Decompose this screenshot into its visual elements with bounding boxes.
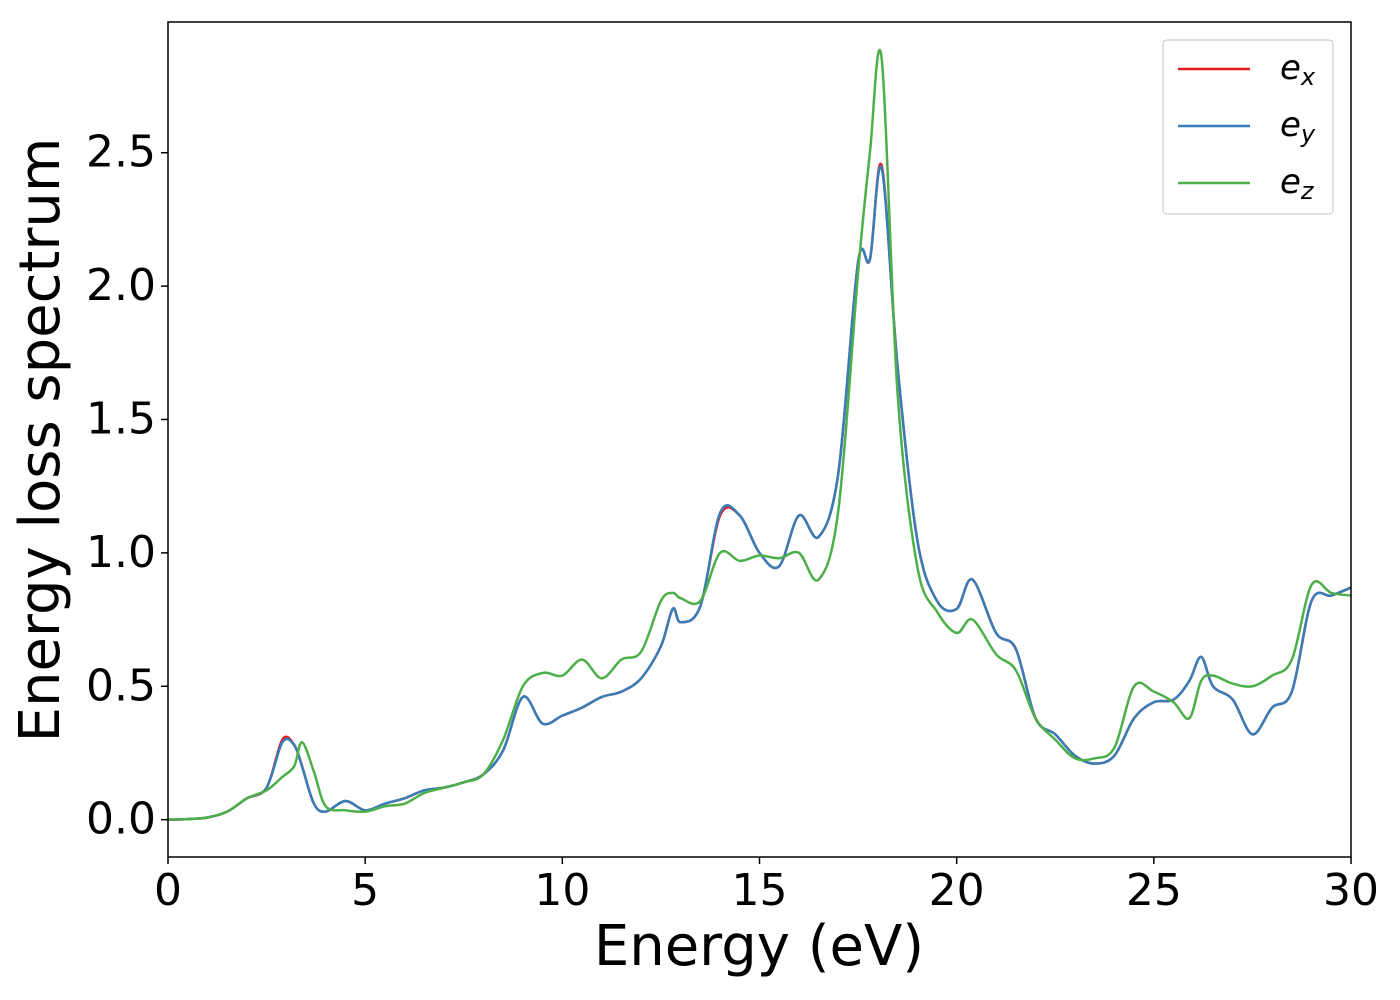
y-tick-label: 0.0 bbox=[86, 794, 156, 845]
x-tick-label: 25 bbox=[1126, 865, 1182, 916]
y-axis-label: Energy loss spectrum bbox=[8, 138, 73, 743]
x-tick-label: 10 bbox=[534, 865, 590, 916]
series-line bbox=[168, 48, 1351, 821]
y-tick-label: 2.0 bbox=[86, 260, 156, 311]
x-tick-label: 20 bbox=[929, 865, 985, 916]
y-tick-label: 0.5 bbox=[86, 660, 156, 711]
legend-label: ey bbox=[1280, 105, 1316, 149]
x-tick-label: 30 bbox=[1323, 865, 1379, 916]
x-axis-label: Energy (eV) bbox=[594, 914, 924, 979]
series-line bbox=[168, 165, 1351, 821]
legend-label: ez bbox=[1280, 162, 1315, 206]
legend-label: ex bbox=[1280, 48, 1316, 92]
x-tick-label: 0 bbox=[154, 865, 182, 916]
y-tick-label: 1.0 bbox=[86, 527, 156, 578]
y-tick-label: 1.5 bbox=[86, 393, 156, 444]
y-tick-label: 2.5 bbox=[86, 127, 156, 178]
plot-frame bbox=[167, 21, 1352, 858]
x-tick-label: 5 bbox=[351, 865, 379, 916]
series-line bbox=[168, 162, 1351, 821]
x-tick-label: 15 bbox=[732, 865, 788, 916]
